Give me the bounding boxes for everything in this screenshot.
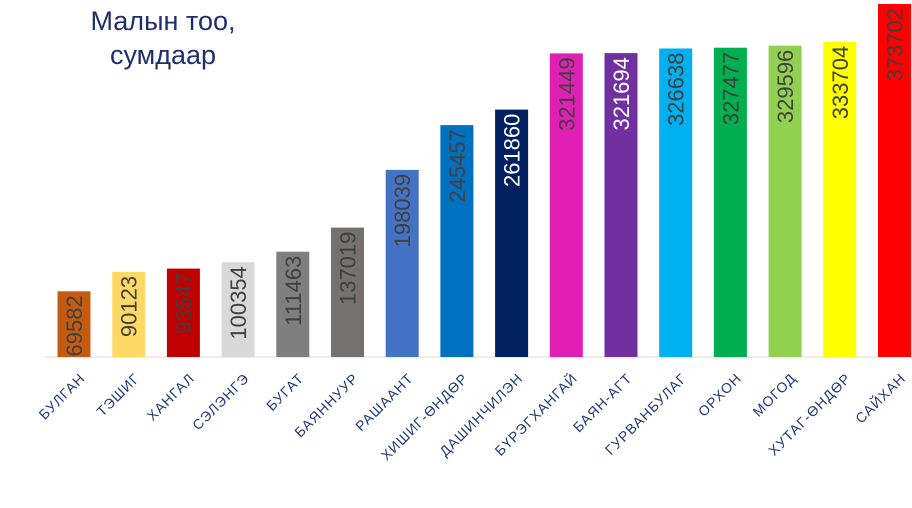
data-label-2: 93547 (171, 273, 196, 334)
chart-title-line-1: Малын тоо, (91, 6, 236, 36)
bars-group (57, 4, 911, 358)
data-labels-group: 69582 90123 93547 100354 111463 137019 198039 2… (62, 8, 908, 356)
bar-15 (878, 4, 911, 357)
data-label-1: 90123 (117, 276, 142, 337)
bar-1 (112, 271, 146, 357)
bar-6 (385, 169, 419, 357)
data-label-3: 100354 (226, 266, 251, 339)
bar-2 (166, 268, 200, 357)
data-label-7: 245457 (445, 129, 470, 202)
category-label-4: БУГАТ (263, 370, 307, 414)
data-label-14: 333704 (828, 46, 853, 119)
chart-title: Малын тоо, сумдаар (91, 6, 236, 70)
bar-11 (659, 48, 693, 357)
bar-14 (823, 41, 857, 358)
data-label-12: 327477 (718, 52, 743, 125)
data-label-15: 373702 (883, 8, 908, 81)
category-label-0: БУЛГАН (35, 370, 88, 423)
data-label-9: 321449 (554, 57, 579, 130)
bar-9 (549, 53, 583, 358)
bar-5 (331, 227, 364, 357)
data-label-11: 326638 (664, 53, 689, 126)
data-label-0: 69582 (62, 295, 87, 356)
bar-12 (713, 47, 747, 357)
data-label-10: 321694 (609, 57, 634, 130)
data-label-6: 198039 (390, 174, 415, 247)
category-label-15: САЙХАН (851, 369, 908, 426)
category-label-13: МОГОД (749, 370, 799, 420)
bar-4 (276, 251, 310, 357)
category-label-3: СЭЛЭНГЭ (189, 370, 252, 433)
category-label-12: ОРХОН (695, 370, 745, 420)
bar-7 (440, 125, 474, 357)
data-label-5: 137019 (336, 232, 361, 305)
bar-10 (604, 53, 638, 357)
chart-title-line-2: сумдаар (110, 40, 216, 70)
bar-3 (221, 262, 255, 357)
data-label-13: 329596 (773, 50, 798, 123)
bar-13 (768, 45, 802, 357)
data-label-4: 111463 (281, 256, 306, 326)
category-label-1: ТЭШИГ (93, 370, 143, 420)
bar-0 (57, 291, 91, 357)
category-label-2: ХАНГАЛ (144, 370, 198, 424)
data-label-8: 261860 (500, 114, 525, 187)
bar-8 (495, 109, 529, 357)
